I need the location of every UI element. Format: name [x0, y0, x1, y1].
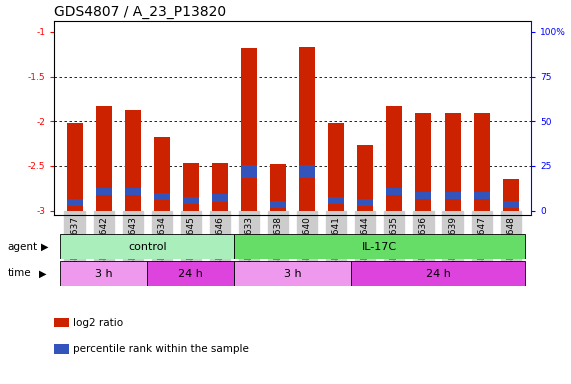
Bar [60, 234, 235, 259]
Bar [502, 201, 518, 208]
Bar [212, 194, 228, 202]
Bar [154, 193, 170, 200]
Bar [96, 188, 112, 195]
Bar [357, 145, 373, 210]
Text: 3 h: 3 h [95, 268, 112, 279]
Bar [60, 261, 147, 286]
Bar [147, 261, 235, 286]
Bar [183, 197, 199, 204]
Bar [416, 192, 432, 199]
Bar [445, 113, 461, 210]
Text: 24 h: 24 h [179, 268, 203, 279]
Bar [299, 47, 315, 210]
Bar [212, 163, 228, 210]
Text: 24 h: 24 h [425, 268, 451, 279]
Bar [241, 48, 257, 210]
Text: GDS4807 / A_23_P13820: GDS4807 / A_23_P13820 [54, 5, 226, 19]
Bar [124, 188, 140, 195]
Bar [299, 165, 315, 177]
Bar [96, 106, 112, 210]
Bar [67, 123, 83, 210]
Text: IL-17C: IL-17C [362, 242, 397, 252]
Bar [416, 113, 432, 210]
Text: ▶: ▶ [39, 268, 46, 278]
Bar [67, 199, 83, 206]
Text: ▶: ▶ [41, 242, 49, 252]
Bar [270, 164, 286, 210]
Text: agent: agent [7, 242, 38, 252]
Bar [241, 165, 257, 177]
Bar [473, 192, 489, 199]
Bar [235, 261, 351, 286]
Text: time: time [7, 268, 31, 278]
Bar [387, 106, 403, 210]
Bar [183, 163, 199, 210]
Text: control: control [128, 242, 167, 252]
Text: percentile rank within the sample: percentile rank within the sample [73, 344, 249, 354]
Bar [502, 179, 518, 210]
Bar [445, 192, 461, 199]
Text: log2 ratio: log2 ratio [73, 318, 123, 328]
Bar [154, 137, 170, 210]
Bar [328, 197, 344, 204]
Bar [473, 113, 489, 210]
Bar [357, 199, 373, 206]
Bar [270, 201, 286, 208]
Bar [387, 188, 403, 195]
Bar [351, 261, 525, 286]
Bar [328, 123, 344, 210]
Bar [124, 111, 140, 210]
Bar [235, 234, 525, 259]
Text: 3 h: 3 h [284, 268, 301, 279]
